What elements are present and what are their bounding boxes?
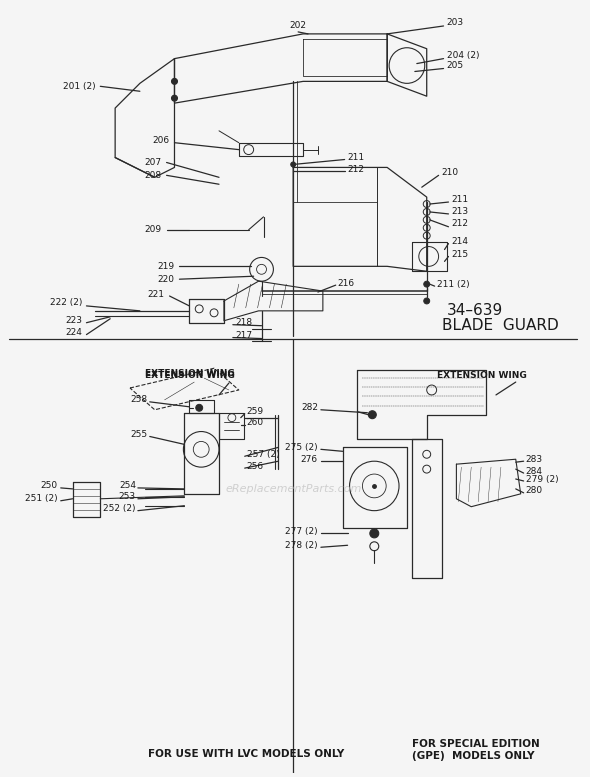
Text: 206: 206 xyxy=(152,136,169,145)
Circle shape xyxy=(424,298,430,304)
Circle shape xyxy=(291,162,296,167)
Text: 278 (2): 278 (2) xyxy=(286,541,318,550)
Text: EXTENSION WING: EXTENSION WING xyxy=(437,371,526,380)
Text: 260: 260 xyxy=(247,418,264,427)
Text: 216: 216 xyxy=(337,279,355,287)
Text: 283: 283 xyxy=(526,455,543,464)
Text: 254: 254 xyxy=(119,482,136,490)
Text: 224: 224 xyxy=(65,328,83,337)
Text: 202: 202 xyxy=(290,22,307,30)
Text: 210: 210 xyxy=(441,168,458,177)
Text: 213: 213 xyxy=(451,207,468,217)
Text: 218: 218 xyxy=(236,319,253,327)
Text: 211 (2): 211 (2) xyxy=(437,280,469,288)
Text: 259: 259 xyxy=(247,407,264,416)
Circle shape xyxy=(370,529,379,538)
Text: EXTENSION WING: EXTENSION WING xyxy=(145,371,235,380)
Text: 251 (2): 251 (2) xyxy=(25,494,58,503)
Text: 205: 205 xyxy=(447,61,464,70)
Text: (GPE)  MODELS ONLY: (GPE) MODELS ONLY xyxy=(412,751,535,761)
Text: 222 (2): 222 (2) xyxy=(50,298,83,308)
Text: FOR USE WITH LVC MODELS ONLY: FOR USE WITH LVC MODELS ONLY xyxy=(148,749,344,759)
Text: 253: 253 xyxy=(119,493,136,501)
Text: EXTENSION WING: EXTENSION WING xyxy=(145,368,235,378)
Circle shape xyxy=(172,78,178,85)
Text: eReplacementParts.com: eReplacementParts.com xyxy=(225,484,361,494)
Text: 211: 211 xyxy=(348,153,365,162)
Text: 208: 208 xyxy=(145,171,162,179)
Text: 276: 276 xyxy=(301,455,318,464)
Text: 217: 217 xyxy=(236,331,253,340)
Text: 221: 221 xyxy=(148,290,165,298)
Circle shape xyxy=(424,281,430,287)
Text: 223: 223 xyxy=(65,316,83,326)
Text: 215: 215 xyxy=(451,250,468,259)
Text: 277 (2): 277 (2) xyxy=(286,527,318,536)
Text: BLADE  GUARD: BLADE GUARD xyxy=(441,319,558,333)
Text: 257 (2): 257 (2) xyxy=(247,450,279,458)
Text: 219: 219 xyxy=(158,262,175,271)
Text: 34–639: 34–639 xyxy=(447,303,503,319)
Text: 279 (2): 279 (2) xyxy=(526,475,558,483)
Text: 252 (2): 252 (2) xyxy=(103,504,136,513)
Circle shape xyxy=(196,404,203,411)
Text: 207: 207 xyxy=(145,158,162,167)
Text: 255: 255 xyxy=(130,430,148,439)
Circle shape xyxy=(172,96,178,101)
Text: 201 (2): 201 (2) xyxy=(63,82,96,91)
Text: 280: 280 xyxy=(526,486,543,496)
Text: 284: 284 xyxy=(526,467,543,476)
Text: 282: 282 xyxy=(301,403,318,413)
Text: 212: 212 xyxy=(451,219,468,228)
Text: 250: 250 xyxy=(41,482,58,490)
Text: FOR SPECIAL EDITION: FOR SPECIAL EDITION xyxy=(412,739,540,749)
Text: 209: 209 xyxy=(145,225,162,234)
Text: 211: 211 xyxy=(451,194,468,204)
Text: 256: 256 xyxy=(247,462,264,471)
Text: 258: 258 xyxy=(130,395,148,404)
Text: 212: 212 xyxy=(348,165,365,174)
Text: 203: 203 xyxy=(447,18,464,26)
Text: 214: 214 xyxy=(451,237,468,246)
Circle shape xyxy=(368,411,376,419)
Text: 220: 220 xyxy=(158,275,175,284)
Text: 275 (2): 275 (2) xyxy=(286,443,318,452)
Text: 204 (2): 204 (2) xyxy=(447,51,479,60)
